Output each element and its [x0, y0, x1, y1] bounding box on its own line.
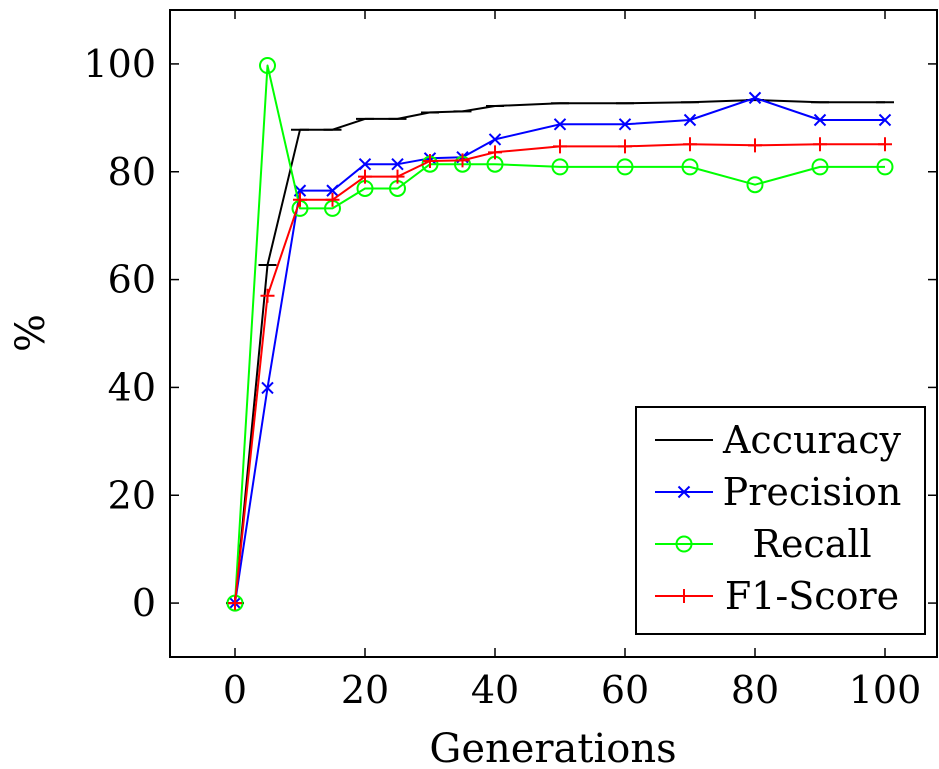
data-point: [455, 153, 470, 168]
legend-label: Recall: [752, 522, 871, 566]
data-point: [391, 157, 404, 171]
data-point: [876, 158, 894, 176]
data-point: [551, 158, 569, 176]
data-point: [423, 153, 437, 168]
y-tick-label: 60: [108, 258, 156, 302]
data-point: [813, 113, 827, 127]
data-point: [325, 192, 340, 207]
legend-marker: [677, 485, 691, 499]
data-point: [681, 158, 699, 176]
y-tick-label: 0: [132, 581, 156, 625]
data-point: [488, 133, 502, 146]
data-point: [683, 113, 697, 127]
data-point: [746, 176, 764, 194]
y-tick-label: 40: [108, 365, 156, 409]
data-point: [618, 118, 632, 131]
data-point: [261, 381, 274, 395]
y-tick-label: 100: [83, 42, 156, 86]
data-point: [488, 145, 502, 160]
legend-label: Accuracy: [722, 418, 902, 462]
y-axis-label: %: [8, 314, 54, 352]
data-point: [683, 137, 697, 152]
data-point: [748, 91, 762, 105]
x-tick-label: 0: [223, 668, 247, 712]
data-point: [228, 596, 242, 611]
data-point: [618, 139, 632, 154]
data-point: [326, 184, 339, 197]
legend-item: Recall: [655, 522, 872, 566]
data-point: [553, 118, 567, 131]
x-tick-label: 80: [731, 668, 779, 712]
legend-label: F1-Score: [725, 574, 899, 618]
x-tick-label: 100: [849, 668, 922, 712]
data-point: [616, 158, 634, 176]
series-layer: [226, 57, 894, 612]
data-point: [811, 158, 829, 176]
legend-item: Precision: [655, 470, 901, 514]
data-point: [553, 139, 567, 154]
legend: Accuracy Precision Recall F1-Score: [635, 406, 926, 635]
data-point: [260, 288, 275, 303]
series-f1-score: [228, 137, 892, 611]
data-point: [293, 192, 307, 207]
x-tick-label: 40: [471, 668, 519, 712]
x-tick-label: 20: [341, 668, 389, 712]
plot-frame: [169, 9, 938, 658]
data-point: [813, 137, 827, 152]
data-point: [358, 157, 372, 171]
legend-item: F1-Score: [655, 574, 899, 618]
legend-item: Accuracy: [655, 418, 902, 462]
data-point: [748, 138, 762, 153]
legend-marker: [675, 535, 693, 553]
data-point: [878, 137, 892, 152]
data-point: [390, 169, 405, 184]
legend-label: Precision: [723, 470, 902, 514]
y-tick-label: 80: [108, 150, 156, 194]
data-point: [358, 169, 372, 184]
axis-ticks: 0 20 40 60 80 100 0 20 40 60 80 100: [83, 10, 937, 712]
data-point: [878, 113, 892, 127]
data-point: [259, 57, 276, 75]
x-tick-label: 60: [601, 668, 649, 712]
legend-marker: [677, 589, 691, 603]
x-axis-label: Generations: [429, 726, 676, 769]
y-tick-label: 20: [108, 473, 156, 517]
